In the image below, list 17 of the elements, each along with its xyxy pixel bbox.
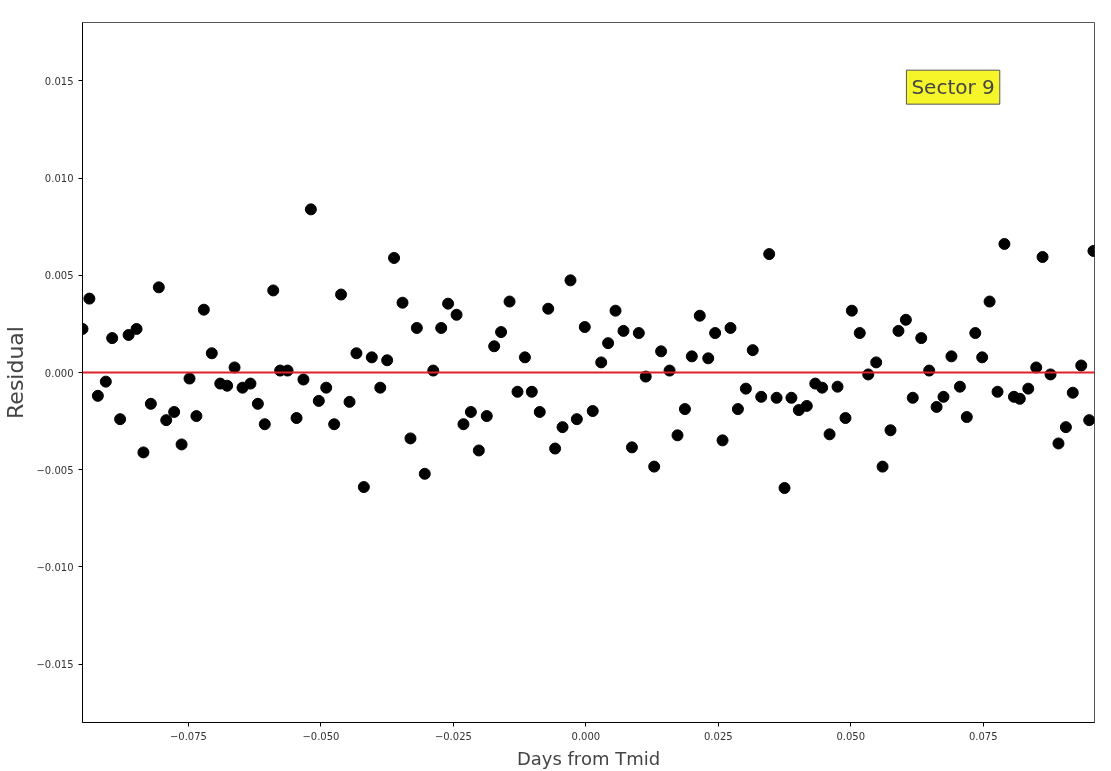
y-tick-label: −0.010: [36, 561, 74, 573]
y-tick-label: −0.005: [36, 464, 74, 476]
x-tick-label: 0.050: [836, 730, 866, 742]
x-tick-label: 0.075: [968, 730, 998, 742]
y-tick-label: 0.015: [44, 75, 74, 87]
x-axis-title: Days from Tmid: [516, 747, 661, 769]
y-tick-label: 0.000: [44, 367, 74, 379]
x-tick-label: 0.025: [704, 730, 733, 742]
y-tick-label: −0.015: [36, 659, 74, 671]
x-tick-label: −0.025: [434, 730, 472, 742]
y-tick-label: 0.005: [44, 270, 74, 282]
x-tick-label: −0.075: [169, 730, 207, 742]
annotation: Sector 9: [911, 75, 995, 100]
y-tick-label: 0.010: [44, 173, 74, 185]
x-tick-label: −0.050: [302, 730, 340, 742]
y-axis-title: Residual: [3, 326, 29, 419]
x-tick-label: 0.000: [571, 730, 601, 742]
